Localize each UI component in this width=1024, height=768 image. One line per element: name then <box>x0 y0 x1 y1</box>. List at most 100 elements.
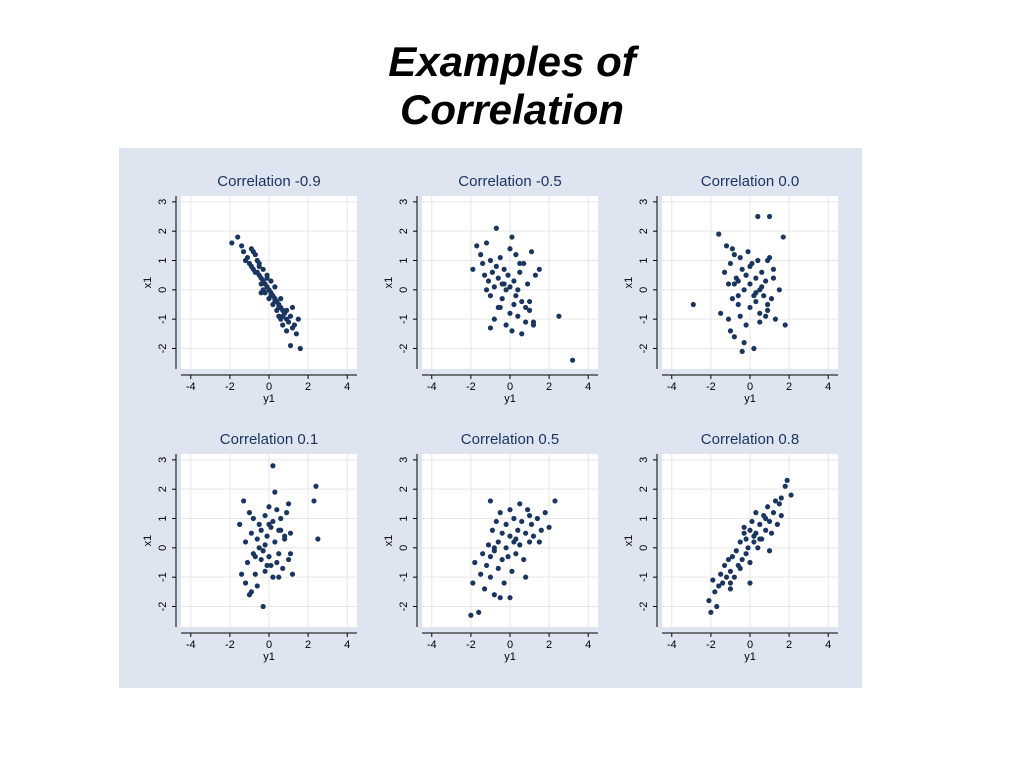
data-point <box>248 530 254 536</box>
data-point <box>729 296 736 302</box>
data-point <box>768 296 775 302</box>
data-point <box>727 586 734 592</box>
data-point <box>517 542 523 548</box>
y-axis-label: x1 <box>142 535 154 547</box>
x-tick-label: 2 <box>786 381 792 393</box>
data-point <box>278 296 284 302</box>
data-point <box>483 562 490 569</box>
data-point <box>546 524 552 530</box>
data-point <box>503 322 509 328</box>
x-axis-label: y1 <box>744 393 756 405</box>
data-point <box>481 272 488 278</box>
data-point <box>489 527 495 533</box>
data-point <box>311 498 317 504</box>
data-point <box>718 571 724 577</box>
data-point <box>528 249 535 255</box>
x-tick-label: 0 <box>507 639 513 651</box>
data-point <box>478 571 484 577</box>
data-point <box>250 515 256 522</box>
data-point <box>276 304 282 311</box>
data-point <box>530 533 537 539</box>
data-point <box>252 554 258 560</box>
chart-title: Correlation -0.5 <box>458 173 561 190</box>
data-point <box>749 518 755 525</box>
data-point <box>759 269 765 275</box>
data-point <box>499 556 505 563</box>
x-axis-label: y1 <box>504 651 516 663</box>
y-axis-label: x1 <box>142 277 154 289</box>
data-point <box>737 313 743 319</box>
data-point <box>254 583 260 589</box>
data-point <box>509 328 515 334</box>
data-point <box>246 510 253 516</box>
data-point <box>766 518 773 525</box>
data-point <box>720 580 726 586</box>
x-tick-label: -4 <box>427 639 437 651</box>
data-point <box>747 281 753 287</box>
data-point <box>513 536 519 542</box>
data-point <box>519 298 525 305</box>
y-tick-label: -2 <box>157 602 169 612</box>
data-point <box>280 313 286 319</box>
y-tick-label: 2 <box>638 486 650 492</box>
y-tick-label: -2 <box>398 602 410 612</box>
data-point <box>759 284 765 290</box>
data-point <box>770 510 777 516</box>
y-tick-label: -1 <box>157 314 169 324</box>
chart-title: Correlation -0.9 <box>217 173 320 190</box>
data-point <box>487 325 494 331</box>
data-point <box>753 275 759 281</box>
y-tick-label: -2 <box>398 344 410 354</box>
chart-title: Correlation 0.0 <box>701 173 799 190</box>
y-tick-label: -2 <box>157 344 169 354</box>
data-point <box>256 545 262 551</box>
data-point <box>778 495 784 501</box>
x-tick-label: -4 <box>186 381 196 393</box>
data-point <box>733 548 739 554</box>
data-point <box>755 213 761 220</box>
data-point <box>505 554 511 560</box>
y-tick-label: -2 <box>638 602 650 612</box>
data-point <box>521 260 527 267</box>
data-point <box>256 263 262 269</box>
data-point <box>519 518 525 525</box>
data-point <box>287 551 294 557</box>
data-point <box>753 290 759 296</box>
y-tick-label: 3 <box>398 457 410 463</box>
data-point <box>264 272 270 278</box>
data-point <box>721 269 728 275</box>
data-point <box>757 319 763 325</box>
data-point <box>485 278 492 284</box>
x-tick-label: 2 <box>305 381 311 393</box>
data-point <box>487 574 494 580</box>
data-point <box>747 263 753 269</box>
data-point <box>723 243 730 249</box>
data-point <box>507 246 513 252</box>
data-point <box>526 298 533 305</box>
data-point <box>716 231 722 237</box>
data-point <box>491 284 497 290</box>
data-point <box>729 554 736 560</box>
data-point <box>526 539 533 545</box>
data-point <box>289 571 296 577</box>
data-point <box>507 284 513 290</box>
data-point <box>258 527 264 533</box>
data-point <box>741 340 747 346</box>
data-point <box>753 298 759 305</box>
data-point <box>503 545 509 551</box>
x-tick-label: 4 <box>344 639 350 651</box>
data-point <box>536 266 542 272</box>
data-point <box>252 571 258 577</box>
data-point <box>476 609 482 615</box>
data-point <box>497 595 503 601</box>
data-point <box>274 559 280 566</box>
x-tick-label: 2 <box>786 639 792 651</box>
data-point <box>782 322 788 328</box>
data-point <box>743 272 749 278</box>
data-point <box>737 565 743 571</box>
data-point <box>765 504 771 510</box>
data-point <box>242 539 249 545</box>
data-point <box>491 545 497 551</box>
data-point <box>491 592 497 598</box>
data-point <box>285 319 292 325</box>
